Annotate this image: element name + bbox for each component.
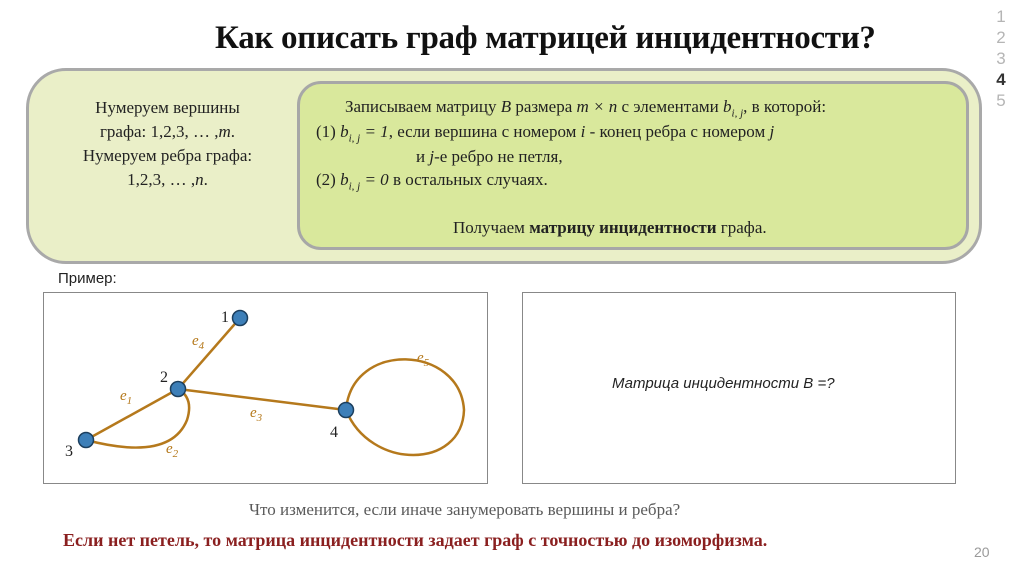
page-navigation: 1 2 3 4 5 xyxy=(990,6,1012,111)
numbering-description: Нумеруем вершины графа: 1,2,3, … ,m. Нум… xyxy=(40,96,295,192)
numbering-line-3: Нумеруем ребра графа: xyxy=(82,146,253,165)
page-link-4-active[interactable]: 4 xyxy=(996,70,1006,89)
isomorphism-conclusion: Если нет петель, то матрица инцидентност… xyxy=(63,530,768,550)
incidence-matrix-frame xyxy=(522,292,956,484)
page-link-3[interactable]: 3 xyxy=(996,49,1006,68)
numbering-line-2: графа: 1,2,3, … ,m. xyxy=(99,122,236,141)
definition-line-3: и j-е ребро не петля, xyxy=(416,147,563,166)
definition-line-5: Получаем матрицу инцидентности графа. xyxy=(453,218,767,237)
definition-line-2: (1) bi, j = 1, если вершина с номером i … xyxy=(316,122,775,145)
definition-inner-panel xyxy=(297,81,969,250)
numbering-line-1: Нумеруем вершины xyxy=(95,98,240,117)
definition-line-4: (2) bi, j = 0 в остальных случаях. xyxy=(316,170,548,193)
slide-title: Как описать граф матрицей инцидентности? xyxy=(215,20,876,56)
graph-example-frame xyxy=(43,292,488,484)
matrix-question: Матрица инцидентности B =? xyxy=(612,375,835,392)
slide-number: 20 xyxy=(974,544,990,560)
page-link-5[interactable]: 5 xyxy=(996,91,1006,110)
example-label: Пример: xyxy=(58,270,117,287)
numbering-line-4: 1,2,3, … ,n. xyxy=(127,170,208,189)
renumbering-question: Что изменится, если иначе занумеровать в… xyxy=(249,500,681,519)
definition-line-1: Записываем матрицу B размера m × n с эле… xyxy=(345,97,827,120)
page-link-2[interactable]: 2 xyxy=(996,28,1006,47)
page-link-1[interactable]: 1 xyxy=(996,7,1006,26)
